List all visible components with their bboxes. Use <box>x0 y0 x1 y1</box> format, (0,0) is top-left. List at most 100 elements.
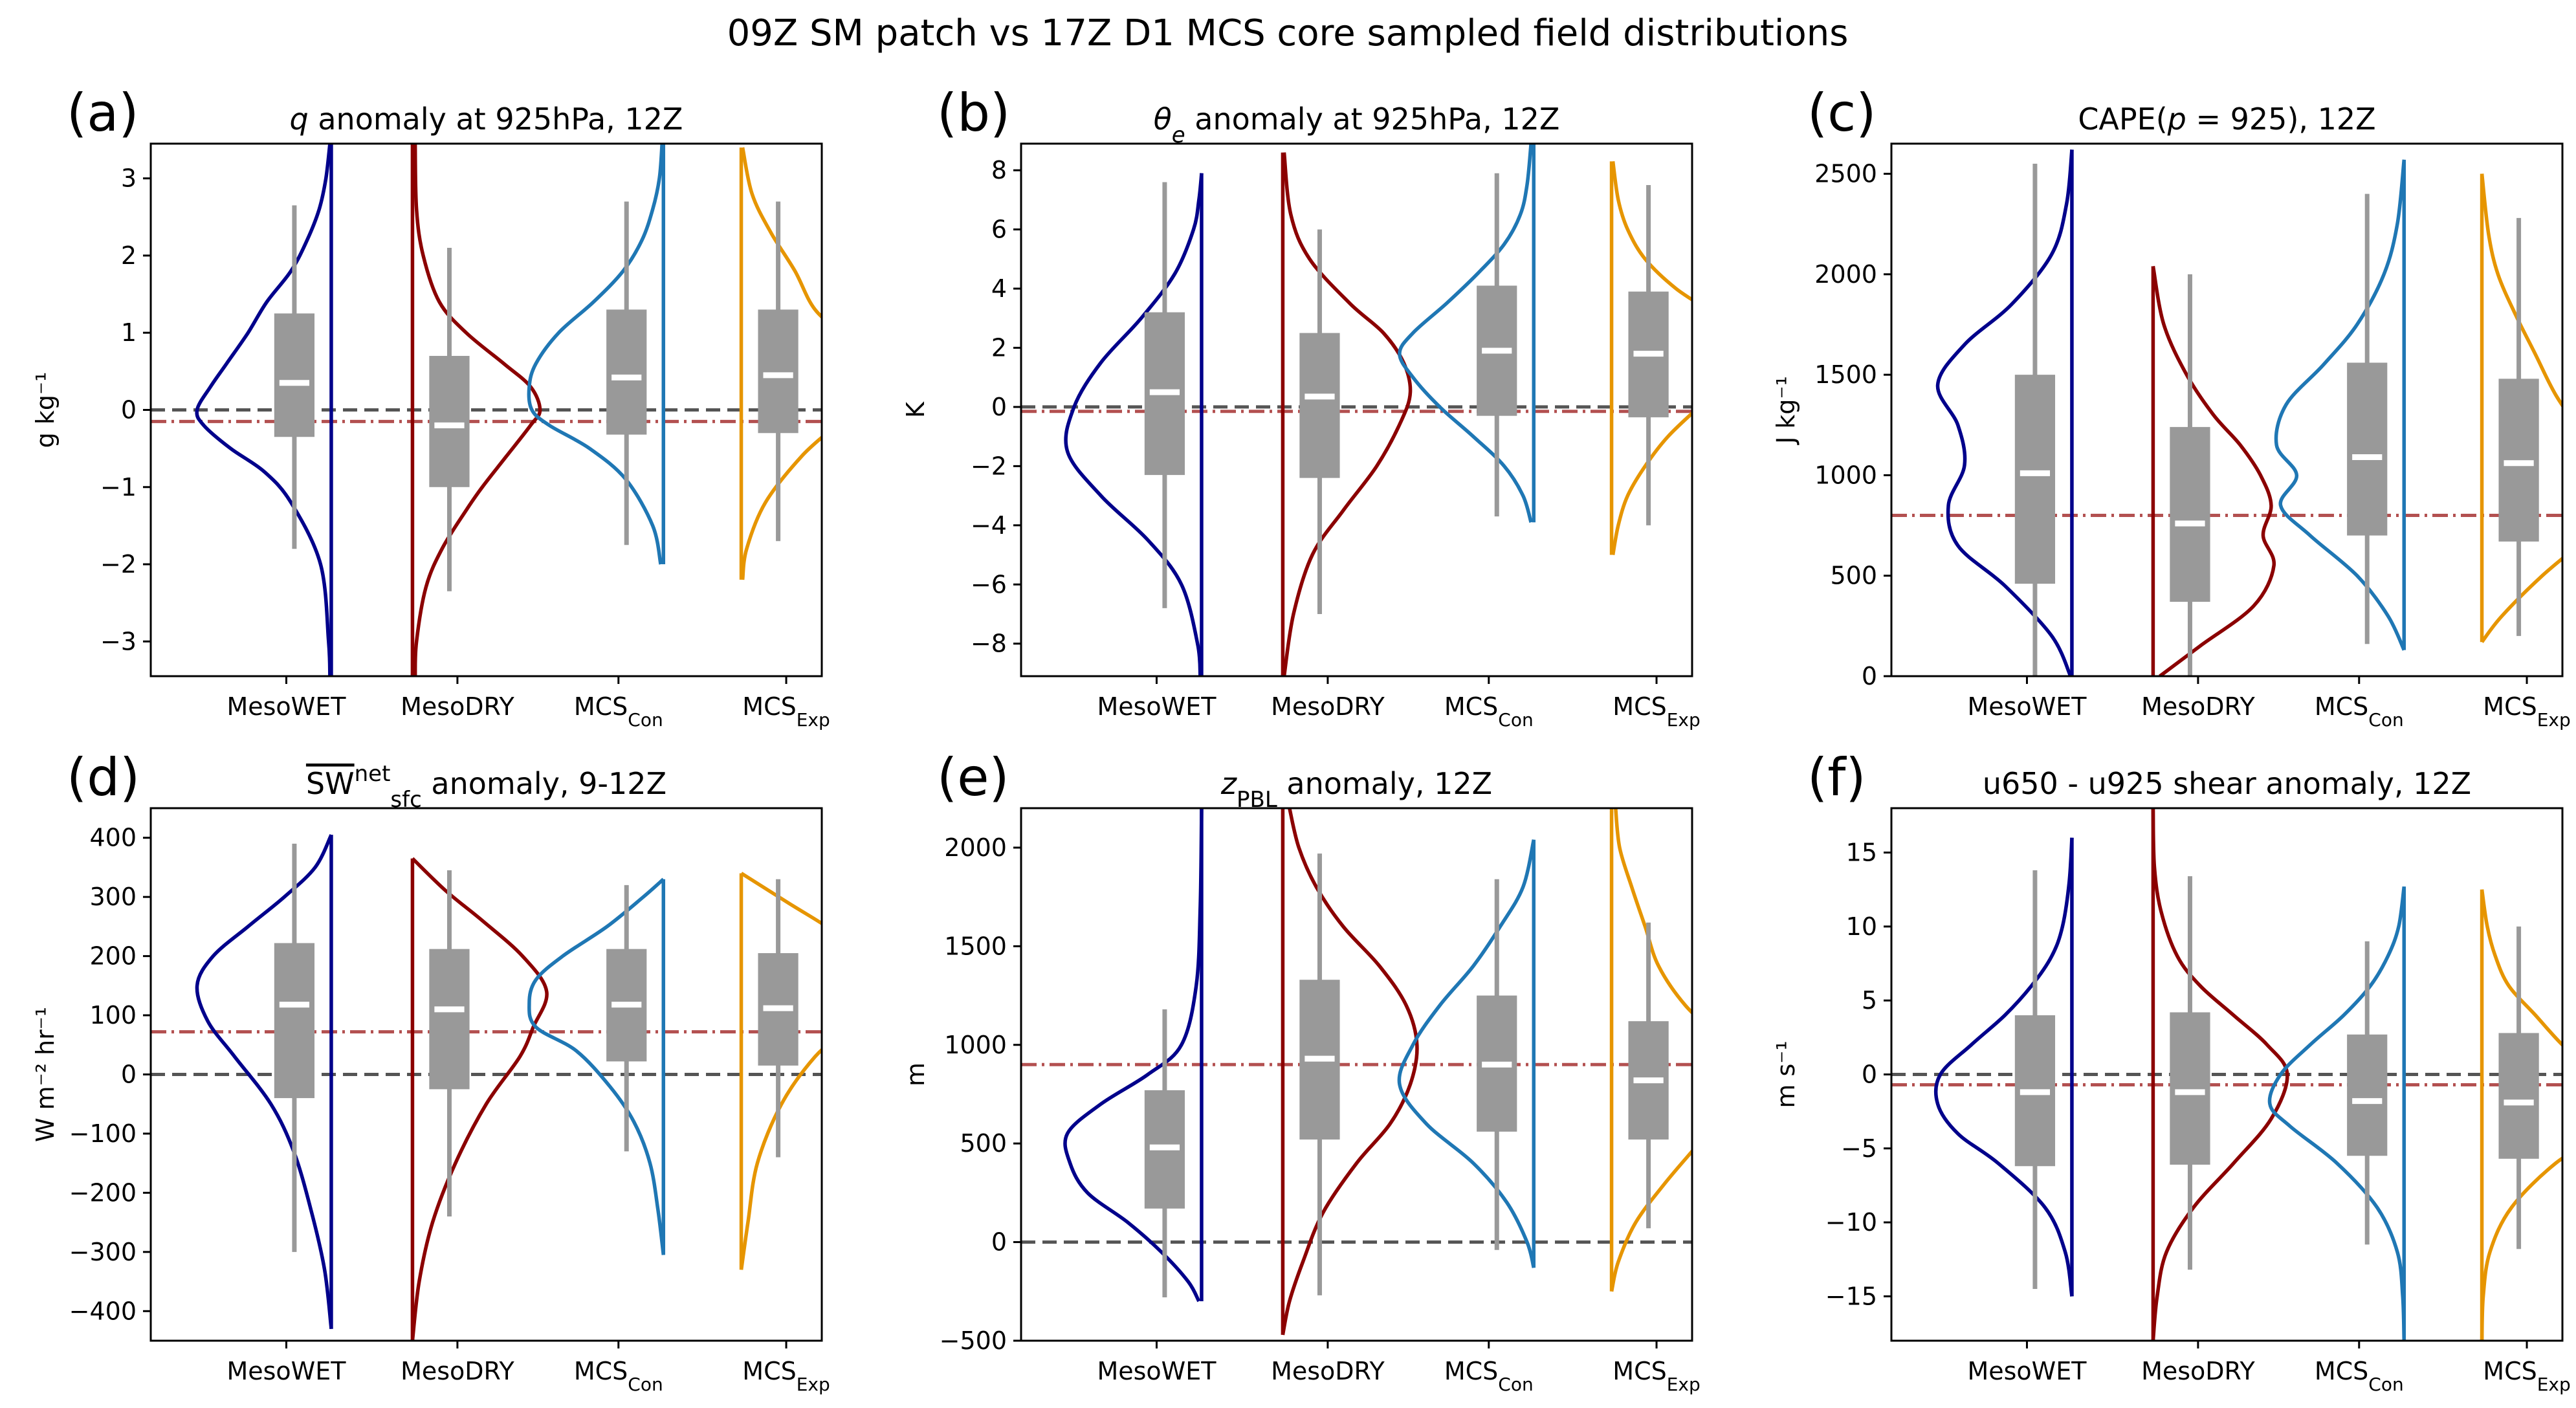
x-tick-label-sub: Con <box>1498 709 1533 731</box>
y-tick-label: 0 <box>991 393 1007 421</box>
x-tick-label: MCSExp <box>742 692 830 731</box>
panel-title-part: θ <box>1154 102 1172 137</box>
violin-mesowet <box>195 833 333 1330</box>
x-tick-label-sub: Con <box>628 709 663 731</box>
panel-title: q anomaly at 925hPa, 12Z <box>290 102 683 137</box>
y-tick-label: 500 <box>1830 562 1877 590</box>
y-tick-label: −1 <box>100 473 137 501</box>
x-tick-label-main: MCS <box>2483 692 2537 721</box>
figure-title: 09Z SM patch vs 17Z D1 MCS core sampled … <box>727 12 1849 54</box>
x-tick-label: MesoDRY <box>1271 692 1385 721</box>
y-tick-label: 0 <box>121 396 137 424</box>
y-tick-label: −200 <box>69 1178 137 1207</box>
plot-area <box>1891 149 2562 676</box>
violin-mcs-con <box>527 877 666 1255</box>
y-tick-label: −4 <box>971 511 1007 540</box>
box-mesowet <box>274 313 315 437</box>
x-tick-label: MCSCon <box>2315 1357 2404 1395</box>
violin-mcs-con <box>2274 159 2406 651</box>
violin-mcs-exp <box>740 147 822 580</box>
box-mcs-exp <box>2498 1033 2539 1159</box>
y-tick-label: 300 <box>89 883 137 911</box>
box-mcs-exp <box>2498 379 2539 542</box>
axes-frame <box>1890 142 2564 677</box>
y-tick-label: 500 <box>960 1129 1007 1158</box>
panel-a: (a) q anomaly at 925hPa, 12Z −3 −2 −1 0 1 2 3 Mes… <box>31 83 830 731</box>
x-tick-label-sub: Con <box>628 1374 663 1395</box>
x-tick-label-main: MCS <box>574 692 628 721</box>
x-tick-label-main: MCS <box>1613 692 1666 721</box>
box-mesodry <box>429 356 470 487</box>
box-mcs-con <box>2347 362 2388 536</box>
box-mesodry <box>2170 426 2210 602</box>
box-mesodry <box>2170 1012 2210 1165</box>
panel-title-part: anomaly, 12Z <box>1277 766 1492 801</box>
x-tick-label-main: MCS <box>1613 1357 1666 1385</box>
y-tick-label: 0 <box>991 1228 1007 1257</box>
box-mesowet <box>2014 375 2056 584</box>
violin-mesowet <box>195 144 332 676</box>
y-tick-label: 1500 <box>1814 360 1877 389</box>
y-tick-label: 100 <box>89 1001 137 1029</box>
x-tick-label-sub: Exp <box>1667 709 1701 731</box>
plot-area <box>151 144 822 676</box>
violin-mcs-con <box>1397 839 1536 1268</box>
plot-area <box>1891 808 2562 1341</box>
y-axis-label: g kg⁻¹ <box>31 372 60 448</box>
panel-title-part: z <box>1220 766 1237 801</box>
panel-title: CAPE(p = 925), 12Z <box>2078 102 2375 137</box>
box-mesowet <box>274 943 315 1099</box>
panel-title-part: anomaly at 925hPa, 12Z <box>1185 102 1560 137</box>
y-tick-label: 2 <box>991 333 1007 362</box>
y-tick-label: 2000 <box>1814 260 1877 289</box>
y-tick-label: 2500 <box>1814 160 1877 188</box>
plot-area <box>1021 144 1692 676</box>
violin-mesodry <box>410 857 549 1341</box>
box-mcs-con <box>606 309 647 435</box>
plot-area <box>1021 808 1692 1336</box>
y-tick-label: −100 <box>69 1119 137 1148</box>
y-tick-label: −2 <box>971 452 1007 480</box>
x-tick-label: MCSExp <box>2483 1357 2571 1395</box>
panel-letter: (f) <box>1807 747 1866 808</box>
x-tick-label: MesoWET <box>226 692 346 721</box>
panel-letter: (a) <box>67 83 138 143</box>
x-tick-label: MCSExp <box>742 1357 830 1395</box>
y-tick-label: 2 <box>121 241 137 270</box>
violin-mesowet <box>1063 808 1204 1303</box>
y-axis-label: m s⁻¹ <box>1772 1040 1800 1108</box>
y-tick-label: 4 <box>991 274 1007 303</box>
x-tick-label-main: MCS <box>2315 692 2368 721</box>
x-tick-label: MesoDRY <box>2141 692 2255 721</box>
y-axis-label: J kg⁻¹ <box>1772 376 1800 445</box>
panel-c: (c) CAPE(p = 925), 12Z 0 500 1000 1500 2000 250… <box>1772 83 2571 731</box>
panel-letter: (d) <box>67 747 140 808</box>
panel-title-part: anomaly at 925hPa, 12Z <box>309 102 683 137</box>
panel-title-part: u650 - u925 shear anomaly, 12Z <box>1983 766 2471 801</box>
y-tick-label: −15 <box>1825 1282 1877 1310</box>
violin-mcs-exp <box>2480 173 2562 643</box>
y-tick-label: −3 <box>100 627 137 655</box>
plot-area <box>151 833 822 1341</box>
x-tick-label: MesoWET <box>1967 1357 2087 1385</box>
panel-d: (d) SWnetsfc anomaly, 9-12Z −400 −300 −200 −1… <box>31 747 830 1395</box>
box-mcs-exp <box>758 309 798 434</box>
x-tick-label-main: MCS <box>1444 692 1498 721</box>
violin-mcs-exp <box>1611 161 1692 555</box>
panel-title-part: e <box>1172 122 1185 148</box>
y-tick-label: 1000 <box>1814 461 1877 489</box>
panel-title-part: anomaly, 9-12Z <box>422 766 666 801</box>
x-tick-label-main: MCS <box>742 692 796 721</box>
y-tick-label: −300 <box>69 1238 137 1266</box>
box-mcs-con <box>2347 1034 2388 1156</box>
panel-b: (b) θe anomaly at 925hPa, 12Z −8 −6 −4 −2 0 2 4 6… <box>901 83 1701 731</box>
x-tick-label-main: MCS <box>1444 1357 1498 1385</box>
violin-mesowet <box>1935 149 2074 676</box>
axes-frame <box>1020 807 1693 1342</box>
panel-title-part: = 925), 12Z <box>2186 102 2376 137</box>
y-tick-label: −5 <box>1841 1134 1877 1163</box>
x-tick-label: MesoDRY <box>2141 1357 2255 1385</box>
axes-frame <box>1020 142 1693 677</box>
y-axis-label: m <box>901 1062 930 1086</box>
